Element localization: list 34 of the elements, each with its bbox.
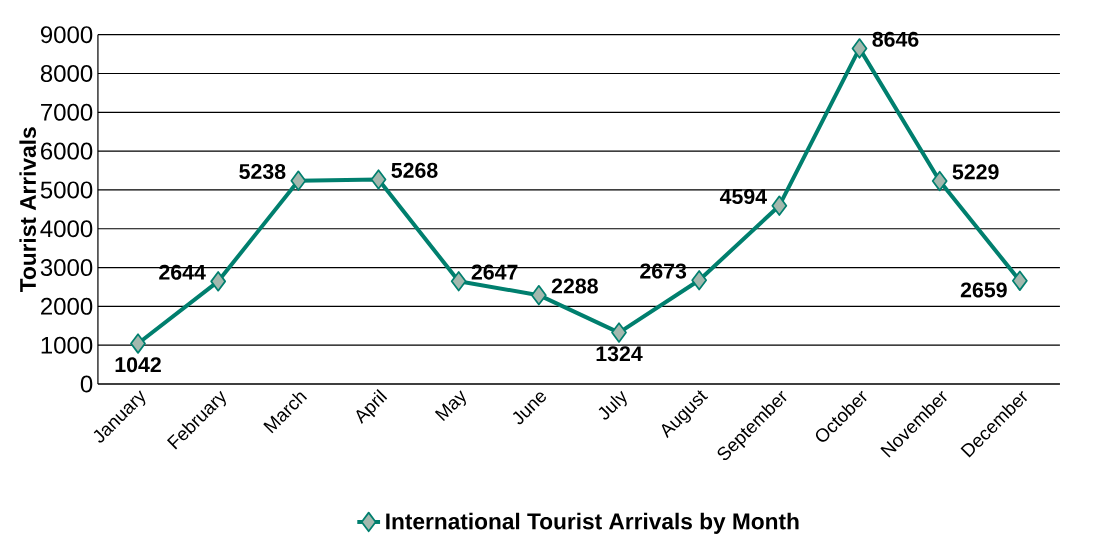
point [370,169,387,190]
point [851,38,868,59]
x-tick-label: May [434,390,466,422]
y-axis-title: Tourist Arrivals [19,127,37,292]
y-tick-label: 5000 [40,181,93,199]
legend-label: International Tourist Arrivals by Month [386,512,799,534]
point [1011,270,1028,291]
y-tick-label: 9000 [40,26,93,44]
point [931,170,948,192]
data-label: 2659 [960,282,1007,298]
data-label: 5229 [952,164,999,180]
point [771,195,788,216]
y-tick-label: 8000 [40,64,93,82]
y-tick-label: 1000 [41,336,93,354]
data-label: 2288 [551,278,598,294]
data-label: 5268 [391,162,438,178]
data-label: 5238 [239,163,286,180]
point [130,333,146,354]
point [691,270,708,291]
point [530,284,547,306]
point [290,170,307,191]
x-tick-label: July [598,390,627,420]
y-tick-label: 3000 [40,259,93,277]
point [210,271,227,292]
y-tick-label: 7000 [41,103,93,121]
y-tick-label: 6000 [41,142,93,160]
data-label: 1324 [596,346,643,362]
data-label: 1042 [115,357,161,373]
data-label: 4594 [719,188,767,205]
y-tick-label: 4000 [40,220,93,238]
y-tick-label: 0 [80,375,93,393]
point [611,322,627,343]
point [450,271,467,292]
y-tick-label: 2000 [41,297,93,315]
